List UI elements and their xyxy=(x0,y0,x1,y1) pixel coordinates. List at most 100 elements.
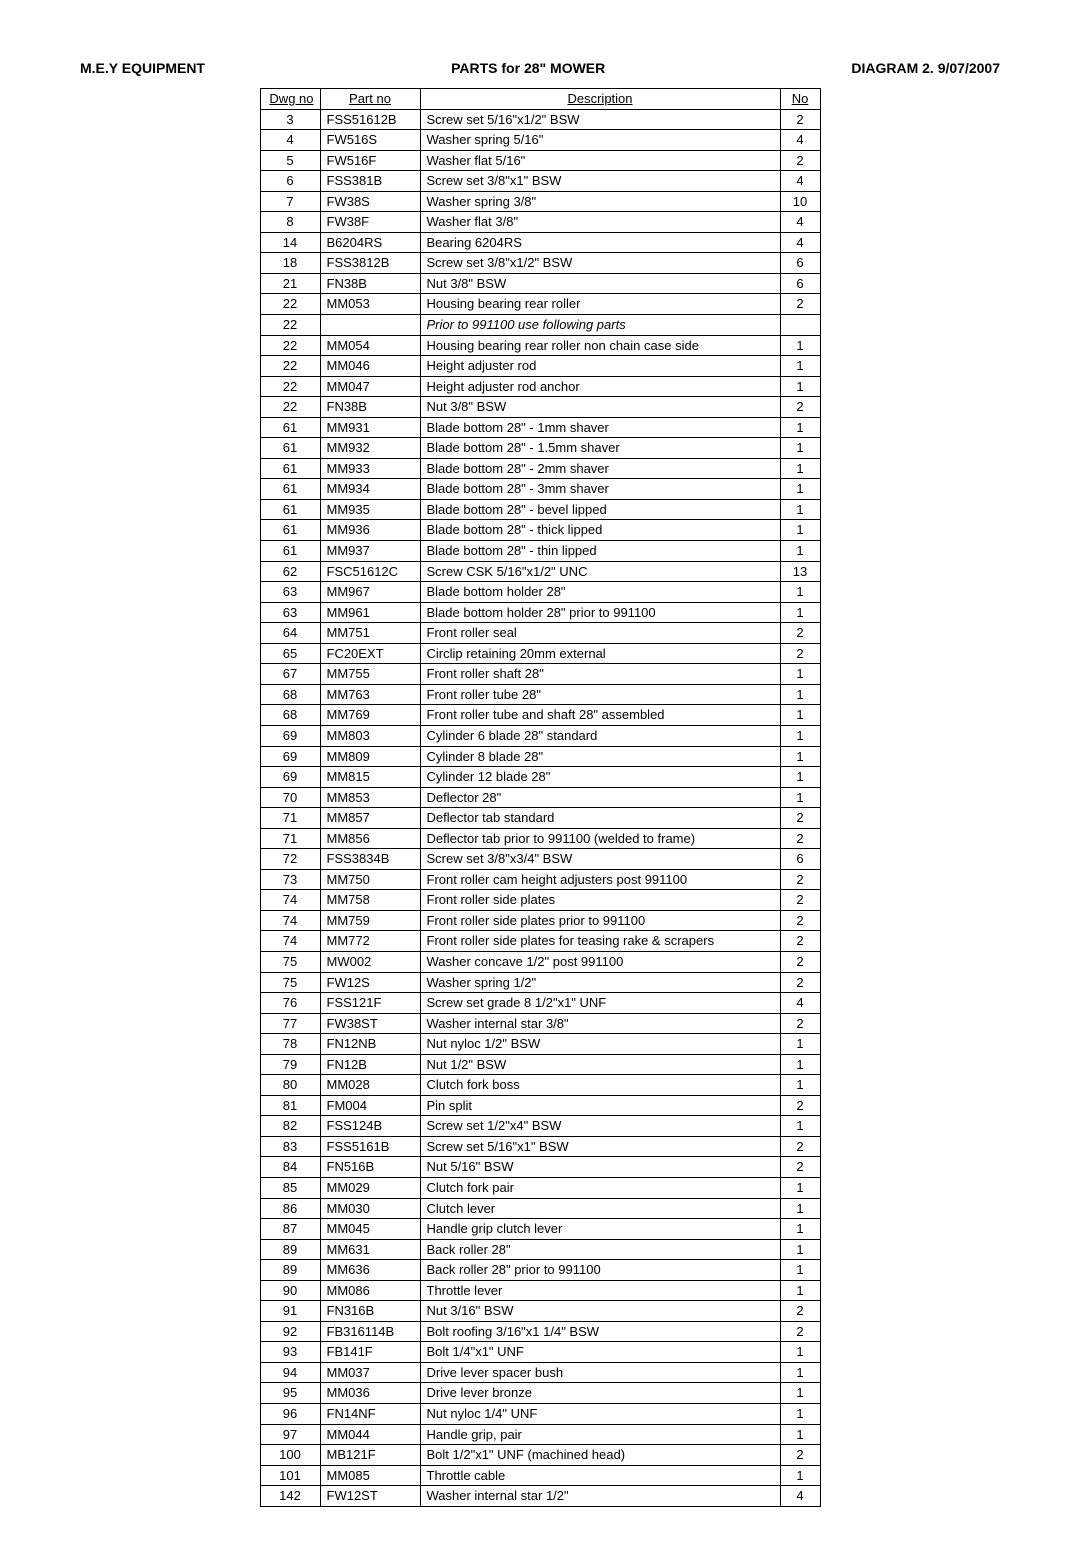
table-row: 75MW002Washer concave 1/2" post 9911002 xyxy=(260,951,820,972)
cell-part: FN38B xyxy=(320,397,420,418)
cell-dwg: 79 xyxy=(260,1054,320,1075)
cell-no: 2 xyxy=(780,294,820,315)
table-row: 86MM030Clutch lever1 xyxy=(260,1198,820,1219)
cell-no: 6 xyxy=(780,273,820,294)
cell-no: 6 xyxy=(780,849,820,870)
cell-no: 2 xyxy=(780,1157,820,1178)
cell-desc: Washer spring 5/16" xyxy=(420,130,780,151)
cell-desc: Nut nyloc 1/2" BSW xyxy=(420,1034,780,1055)
cell-desc: Nut 5/16" BSW xyxy=(420,1157,780,1178)
cell-desc: Cylinder 12 blade 28" xyxy=(420,767,780,788)
cell-part: MM772 xyxy=(320,931,420,952)
cell-part: MM853 xyxy=(320,787,420,808)
table-row: 89MM636Back roller 28" prior to 9911001 xyxy=(260,1260,820,1281)
cell-desc: Screw set 3/8"x1" BSW xyxy=(420,171,780,192)
cell-part: MM936 xyxy=(320,520,420,541)
cell-desc: Height adjuster rod xyxy=(420,356,780,377)
cell-part: FN38B xyxy=(320,273,420,294)
cell-part: MM085 xyxy=(320,1465,420,1486)
cell-desc: Height adjuster rod anchor xyxy=(420,376,780,397)
table-row: 70MM853Deflector 28"1 xyxy=(260,787,820,808)
cell-part: MM857 xyxy=(320,808,420,829)
cell-no: 2 xyxy=(780,1301,820,1322)
cell-no: 1 xyxy=(780,479,820,500)
cell-dwg: 61 xyxy=(260,458,320,479)
table-row: 21FN38BNut 3/8" BSW6 xyxy=(260,273,820,294)
table-row: 61MM931Blade bottom 28" - 1mm shaver1 xyxy=(260,417,820,438)
table-row: 8FW38FWasher flat 3/8"4 xyxy=(260,212,820,233)
cell-dwg: 14 xyxy=(260,232,320,253)
cell-desc: Blade bottom 28" - 3mm shaver xyxy=(420,479,780,500)
cell-desc: Nut 3/8" BSW xyxy=(420,273,780,294)
cell-desc: Front roller cam height adjusters post 9… xyxy=(420,869,780,890)
cell-desc: Front roller tube and shaft 28" assemble… xyxy=(420,705,780,726)
cell-part: FN12NB xyxy=(320,1034,420,1055)
cell-dwg: 85 xyxy=(260,1177,320,1198)
cell-part: FW516F xyxy=(320,150,420,171)
cell-dwg: 69 xyxy=(260,746,320,767)
cell-no: 2 xyxy=(780,1445,820,1466)
cell-dwg: 80 xyxy=(260,1075,320,1096)
cell-desc: Washer concave 1/2" post 991100 xyxy=(420,951,780,972)
cell-part: FSS381B xyxy=(320,171,420,192)
cell-part: MM769 xyxy=(320,705,420,726)
cell-dwg: 75 xyxy=(260,972,320,993)
cell-no: 1 xyxy=(780,1362,820,1383)
cell-desc: Washer spring 1/2" xyxy=(420,972,780,993)
cell-dwg: 93 xyxy=(260,1342,320,1363)
table-row: 61MM936Blade bottom 28" - thick lipped1 xyxy=(260,520,820,541)
cell-part: MM803 xyxy=(320,725,420,746)
table-row: 92FB316114BBolt roofing 3/16"x1 1/4" BSW… xyxy=(260,1321,820,1342)
cell-no: 1 xyxy=(780,1034,820,1055)
cell-no: 2 xyxy=(780,643,820,664)
cell-no: 10 xyxy=(780,191,820,212)
table-row: 95MM036Drive lever bronze1 xyxy=(260,1383,820,1404)
cell-no: 2 xyxy=(780,808,820,829)
cell-part: FSS51612B xyxy=(320,109,420,130)
table-row: 22FN38BNut 3/8" BSW2 xyxy=(260,397,820,418)
cell-desc: Deflector tab standard xyxy=(420,808,780,829)
cell-no: 1 xyxy=(780,1260,820,1281)
cell-desc: Front roller shaft 28" xyxy=(420,664,780,685)
header-right: DIAGRAM 2. 9/07/2007 xyxy=(851,60,1000,76)
cell-dwg: 61 xyxy=(260,438,320,459)
table-row: 82FSS124BScrew set 1/2"x4" BSW1 xyxy=(260,1116,820,1137)
cell-desc: Blade bottom holder 28" xyxy=(420,582,780,603)
cell-dwg: 22 xyxy=(260,397,320,418)
cell-desc: Nut 1/2" BSW xyxy=(420,1054,780,1075)
cell-part: FW516S xyxy=(320,130,420,151)
cell-no: 1 xyxy=(780,541,820,562)
cell-desc: Front roller side plates prior to 991100 xyxy=(420,910,780,931)
cell-desc: Nut nyloc 1/4" UNF xyxy=(420,1404,780,1425)
cell-part: FSS3834B xyxy=(320,849,420,870)
cell-part: MM809 xyxy=(320,746,420,767)
cell-no: 1 xyxy=(780,1404,820,1425)
cell-no: 1 xyxy=(780,458,820,479)
cell-dwg: 91 xyxy=(260,1301,320,1322)
table-row: 74MM772Front roller side plates for teas… xyxy=(260,931,820,952)
cell-desc: Blade bottom 28" - 2mm shaver xyxy=(420,458,780,479)
header-left: M.E.Y EQUIPMENT xyxy=(80,60,205,76)
table-row: 64MM751Front roller seal2 xyxy=(260,623,820,644)
cell-part: MM759 xyxy=(320,910,420,931)
cell-part: FSC51612C xyxy=(320,561,420,582)
cell-desc: Back roller 28" xyxy=(420,1239,780,1260)
cell-dwg: 68 xyxy=(260,705,320,726)
cell-desc: Washer flat 5/16" xyxy=(420,150,780,171)
cell-no: 1 xyxy=(780,787,820,808)
cell-desc: Handle grip, pair xyxy=(420,1424,780,1445)
table-row: 97MM044Handle grip, pair1 xyxy=(260,1424,820,1445)
col-no: No xyxy=(780,89,820,110)
page-header: M.E.Y EQUIPMENT PARTS for 28" MOWER DIAG… xyxy=(80,60,1000,76)
cell-desc: Drive lever bronze xyxy=(420,1383,780,1404)
cell-desc: Washer internal star 1/2" xyxy=(420,1486,780,1507)
cell-no: 13 xyxy=(780,561,820,582)
cell-no: 2 xyxy=(780,1013,820,1034)
cell-no: 1 xyxy=(780,767,820,788)
cell-dwg: 69 xyxy=(260,767,320,788)
cell-part: MM086 xyxy=(320,1280,420,1301)
cell-part: MM935 xyxy=(320,499,420,520)
cell-no: 1 xyxy=(780,1280,820,1301)
col-part: Part no xyxy=(320,89,420,110)
cell-desc: Screw set 5/16"x1" BSW xyxy=(420,1136,780,1157)
